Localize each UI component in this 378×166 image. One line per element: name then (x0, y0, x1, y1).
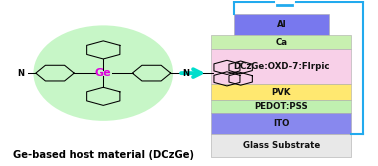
Bar (211, 134, 351, 157)
Text: ITO: ITO (273, 119, 290, 128)
Bar (211, 84, 351, 100)
Bar (211, 35, 351, 49)
Text: DCzGe:OXD-7:FIrpic: DCzGe:OXD-7:FIrpic (233, 62, 330, 71)
Text: PEDOT:PSS: PEDOT:PSS (254, 102, 308, 111)
Text: Ge-based host material (DCzGe): Ge-based host material (DCzGe) (13, 150, 194, 160)
Bar (211, 113, 351, 134)
Text: Glass Substrate: Glass Substrate (243, 141, 320, 150)
Bar (211, 49, 351, 84)
Bar (234, 14, 329, 35)
Bar (211, 100, 351, 113)
Text: PVK: PVK (271, 87, 291, 97)
Text: N: N (18, 69, 25, 78)
Ellipse shape (33, 25, 173, 121)
Text: Ca: Ca (275, 38, 287, 47)
Text: Ge: Ge (95, 68, 112, 78)
Text: Al: Al (276, 20, 286, 29)
Text: N: N (182, 69, 189, 78)
